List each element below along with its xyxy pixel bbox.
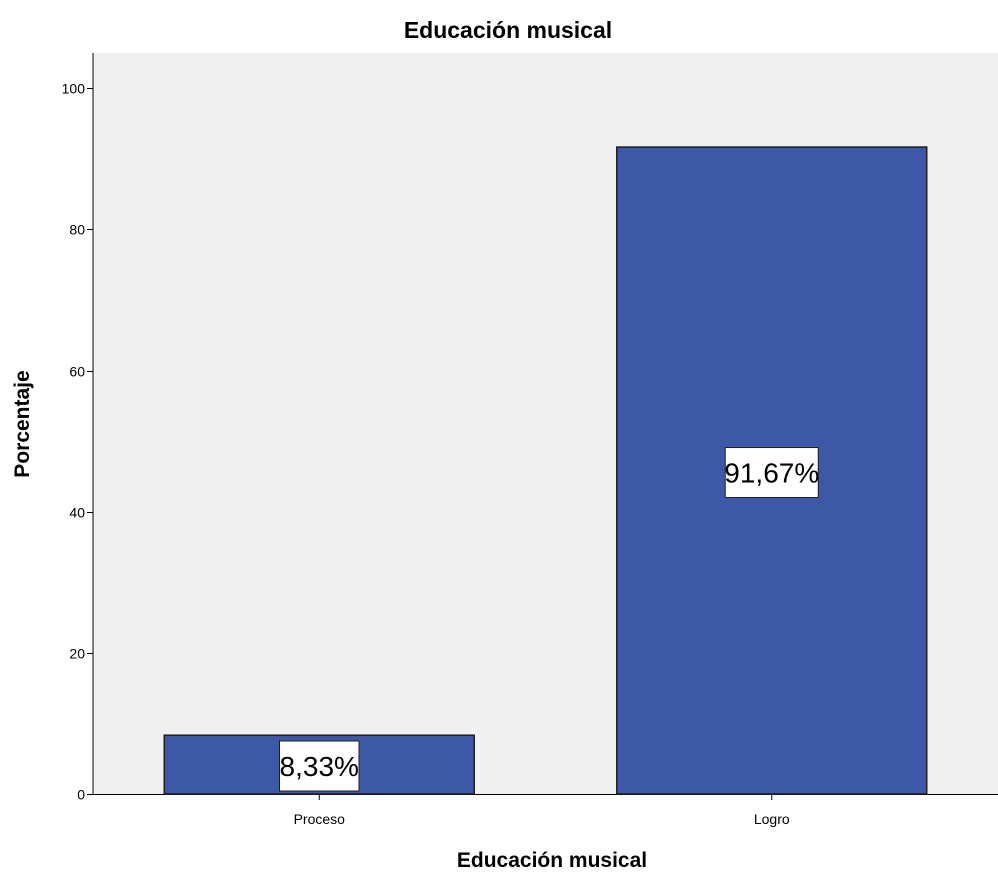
data-labels: 8,33% 91,67%	[279, 447, 819, 792]
y-tick-label: 80	[69, 222, 85, 238]
data-label: 91,67%	[724, 458, 819, 489]
data-label-box	[724, 447, 819, 499]
y-tick-label: 100	[62, 81, 86, 97]
y-tick-label: 40	[69, 505, 85, 521]
y-tick-label: 0	[77, 787, 85, 803]
data-label: 8,33%	[280, 751, 359, 782]
x-axis: Proceso Logro	[93, 794, 998, 827]
x-tick-label: Logro	[754, 811, 790, 827]
data-label-box	[279, 740, 360, 792]
y-axis: 0 20 40 60 80 100	[62, 53, 94, 803]
y-tick-label: 60	[69, 364, 85, 380]
y-axis-title: Porcentaje	[11, 370, 34, 477]
chart-title: Educación musical	[404, 17, 612, 43]
x-tick-label: Proceso	[294, 811, 346, 827]
y-tick-label: 20	[69, 646, 85, 662]
x-axis-title: Educación musical	[457, 849, 647, 872]
